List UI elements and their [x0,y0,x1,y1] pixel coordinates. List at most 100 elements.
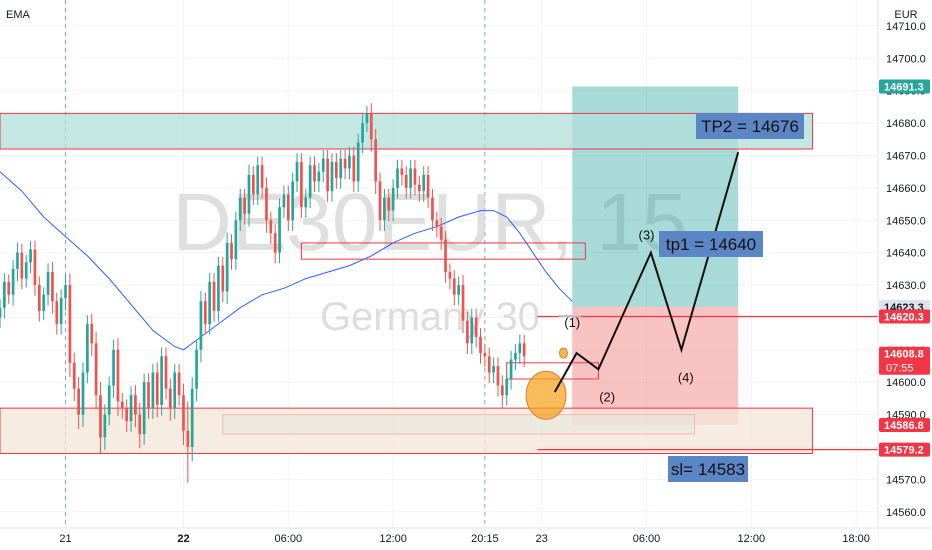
candle-body [313,165,316,182]
candle-body [64,285,67,299]
candle-body [11,268,15,295]
x-tick-label: 22 [177,533,189,545]
price-tag-countdown: 07:55 [886,363,914,375]
candle-body [378,181,382,221]
time-axis: 21 22 06:00 12:00 20:15 23 06:00 12:00 18:00 [0,527,932,550]
wave-label-2: (2) [599,390,615,405]
candle-body [383,197,386,221]
candle-body [51,272,54,302]
candle-body [217,265,220,311]
y-tick-label: 14570.0 [886,474,926,486]
tp1-callout-box [659,231,763,257]
candle-body [147,382,150,409]
candle-body [330,161,334,192]
price-tag: 14586.8 [879,417,930,432]
candles [0,103,526,483]
candle-body [452,278,456,295]
price-tag-bg [879,309,930,324]
candle-body [404,174,408,188]
candle-body [234,220,238,260]
x-tick-label: 06:00 [275,533,303,545]
candle-body [107,385,111,415]
candle-body [374,139,378,182]
candle-body [99,395,102,438]
highlight-circle [525,370,567,420]
highlight-dot [558,347,568,359]
tp2-callout-box [696,113,804,139]
y-tick-label: 14670.0 [886,150,926,162]
candle-body [129,395,133,422]
candle-body [260,165,264,188]
x-tick-label: 23 [536,533,548,545]
candle-body [94,343,98,396]
candle-body [169,388,172,409]
wave-label-4: (4) [678,370,694,385]
x-tick-label: 20:15 [471,533,499,545]
candle-body [487,356,491,373]
zone-resistance-filled [0,112,813,150]
candle-body [230,242,233,260]
price-axis: EUR14560.014570.014580.014590.014600.014… [877,0,932,550]
candle-body [59,298,63,324]
candle-body [278,207,281,253]
candle-body [77,388,80,415]
candle-body [448,272,452,279]
candle-body [387,197,391,211]
candle-body [195,349,198,389]
candle-body [391,187,395,211]
candle-body [339,158,343,179]
candle-body [134,395,137,415]
candle-body [72,362,76,389]
price-tag-text: 14691.3 [884,81,924,93]
candle-body [7,281,11,295]
candle-body [317,171,321,182]
time-axis-bg [0,528,878,550]
candle-body [352,155,356,182]
candle-body [155,372,159,405]
candle-body [356,142,360,182]
candle-body [474,317,478,337]
wave-label-3: (3) [639,228,655,243]
candle-body [0,307,2,318]
candle-body [151,372,155,409]
candle-body [321,158,325,172]
candle-body [16,252,19,269]
y-tick-label: 14650.0 [886,215,926,227]
indicator-legend: EMA [6,9,31,21]
candle-body [304,197,308,208]
candle-body [522,343,526,357]
candle-body [142,382,146,435]
candle-body [103,414,107,438]
candle-body [435,220,439,227]
currency-label: EUR [894,9,917,21]
price-tag-text: 14608.8 [884,349,924,361]
candle-body [37,285,41,311]
candle-body [470,317,474,344]
projection-path [553,151,740,393]
candle-body [208,281,212,324]
candle-body [46,272,50,295]
candle-body [308,165,312,198]
price-tag-text: 14620.3 [884,311,924,323]
price-tag-bg [879,417,930,432]
candle-body [190,388,194,448]
candle-body [273,233,277,253]
y-tick-label: 14640.0 [886,248,926,260]
candle-body [256,165,260,195]
candle-body [409,168,412,188]
position-stop-zone [572,306,739,425]
candle-body [444,239,447,273]
wave-label-1: (1) [564,315,580,330]
tp1-callout-text: tp1 = 14640 [666,235,756,254]
candle-body [514,353,517,360]
candle-body [20,252,24,279]
candle-body [182,395,185,431]
candle-body [199,301,203,350]
candle-body [160,356,163,405]
candle-body [238,197,242,221]
candle-body [138,414,142,435]
candle-body [291,181,295,221]
